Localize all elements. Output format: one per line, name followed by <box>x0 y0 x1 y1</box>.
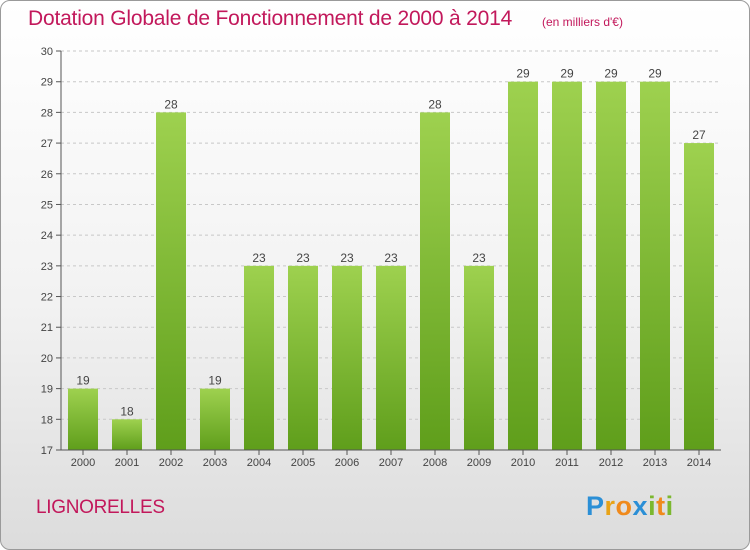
x-tick-label: 2010 <box>511 457 535 469</box>
y-tick-label: 23 <box>41 261 53 273</box>
bar <box>332 265 362 450</box>
data-label: 23 <box>252 251 266 265</box>
bar <box>244 265 274 450</box>
x-tick-label: 2001 <box>115 457 139 469</box>
x-tick-label: 2006 <box>335 457 359 469</box>
x-tick-label: 2005 <box>291 457 315 469</box>
chart-title: Dotation Globale de Fonctionnement de 20… <box>28 7 513 30</box>
data-label: 27 <box>692 128 706 142</box>
x-tick-label: 2009 <box>467 457 491 469</box>
bar <box>68 388 98 450</box>
bar <box>684 143 714 451</box>
y-tick-label: 27 <box>41 138 53 150</box>
bar <box>552 81 582 450</box>
y-tick-label: 30 <box>41 46 53 58</box>
y-tick-label: 26 <box>41 169 53 181</box>
x-tick-label: 2007 <box>379 457 403 469</box>
x-tick-label: 2011 <box>555 457 579 469</box>
data-label: 23 <box>296 251 310 265</box>
data-label: 29 <box>604 67 618 81</box>
y-tick-label: 29 <box>41 77 53 89</box>
data-label: 28 <box>428 97 442 111</box>
x-tick-label: 2008 <box>423 457 447 469</box>
x-tick-label: 2000 <box>71 457 95 469</box>
bar <box>112 419 142 450</box>
y-tick-label: 25 <box>41 199 53 211</box>
x-tick-label: 2003 <box>203 457 227 469</box>
y-tick-label: 19 <box>41 384 53 396</box>
data-label: 23 <box>472 251 486 265</box>
data-label: 19 <box>208 374 222 388</box>
y-tick-label: 20 <box>41 353 53 365</box>
data-label: 23 <box>384 251 398 265</box>
y-tick-label: 18 <box>41 414 53 426</box>
x-tick-label: 2004 <box>247 457 271 469</box>
commune-name: LIGNORELLES <box>36 497 165 518</box>
data-label: 29 <box>516 67 530 81</box>
bar <box>640 81 670 450</box>
y-tick-label: 21 <box>41 322 53 334</box>
y-tick-label: 24 <box>41 230 53 242</box>
proxiti-logo: Proxiti <box>586 491 674 521</box>
bar <box>200 388 230 450</box>
data-label: 19 <box>76 374 90 388</box>
data-label: 23 <box>340 251 354 265</box>
bar <box>288 265 318 450</box>
bar <box>156 112 186 450</box>
bar <box>464 265 494 450</box>
data-label: 18 <box>120 404 134 418</box>
chart-unit: (en milliers d'€) <box>542 15 623 29</box>
data-label: 28 <box>164 97 178 111</box>
x-tick-label: 2013 <box>643 457 667 469</box>
bar <box>596 81 626 450</box>
bar <box>376 265 406 450</box>
x-tick-label: 2014 <box>687 457 711 469</box>
data-label: 29 <box>648 67 662 81</box>
y-tick-label: 17 <box>41 445 53 457</box>
x-tick-label: 2002 <box>159 457 183 469</box>
y-tick-label: 28 <box>41 107 53 119</box>
bar <box>420 112 450 450</box>
bar <box>508 81 538 450</box>
y-tick-label: 22 <box>41 292 53 304</box>
x-tick-label: 2012 <box>599 457 623 469</box>
data-label: 29 <box>560 67 574 81</box>
